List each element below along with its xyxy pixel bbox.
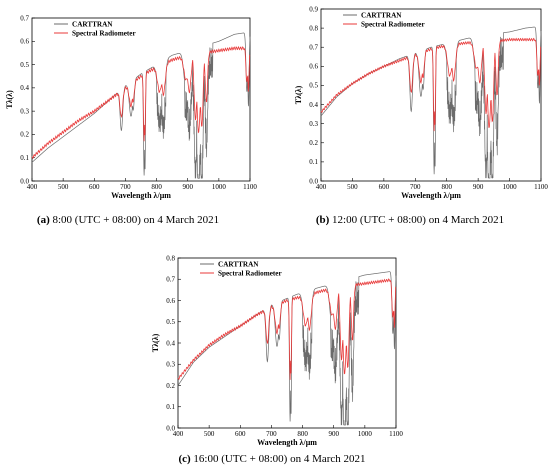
- caption-a: (a) 8:00 (UTC + 08:00) on 4 March 2021: [37, 214, 219, 226]
- y-tick-label: 0.3: [166, 361, 175, 369]
- y-tick-label: 0.1: [166, 403, 175, 411]
- y-tick-label: 0.8: [309, 24, 318, 32]
- legend-label: CARTTRAN: [72, 21, 113, 29]
- caption-b: (b) 12:00 (UTC + 08:00) on 4 March 2021: [316, 214, 504, 226]
- series-line-carttran: [177, 271, 397, 426]
- chart-panel-a: 400 500 600 700 800 900 1000 1100 0.0 0.1 0.2 0.3 0.…: [5, 14, 257, 200]
- x-tick-label: 600: [89, 183, 100, 191]
- y-tick-label: 0.8: [166, 254, 175, 262]
- y-tick-label: 0.3: [309, 120, 318, 128]
- y-axis-label: Tλ(λ): [5, 90, 14, 109]
- x-tick-label: 1100: [243, 183, 257, 191]
- x-tick-label: 800: [297, 430, 308, 438]
- x-tick-label: 400: [316, 183, 327, 191]
- y-tick-label: 0.0: [20, 177, 29, 185]
- series-line-spectral-radiometer: [177, 278, 397, 381]
- y-tick-label: 0.1: [20, 154, 29, 162]
- x-tick-label: 700: [410, 183, 421, 191]
- y-tick-label: 0.6: [20, 38, 29, 46]
- legend-label: Spectral Radiometer: [72, 30, 136, 38]
- x-tick-label: 500: [347, 183, 358, 191]
- x-tick-label: 600: [235, 430, 246, 438]
- y-tick-label: 0.6: [166, 297, 175, 305]
- x-tick-label: 1100: [534, 183, 548, 191]
- y-tick-label: 0.7: [166, 276, 175, 284]
- chart-panel-b: 400 500 600 700 800 900 1000 1100 0.0 0.1 0.2 0.3 0.…: [294, 5, 548, 200]
- y-tick-label: 0.5: [309, 82, 318, 90]
- y-axis-label: Tλ(λ): [151, 333, 160, 352]
- y-tick-label: 0.2: [309, 139, 318, 147]
- legend-label: CARTTRAN: [218, 261, 259, 269]
- y-tick-label: 0.0: [166, 424, 175, 432]
- x-axis-label: Wavelength λ/μm: [401, 191, 461, 200]
- legend-label: CARTTRAN: [361, 12, 402, 20]
- x-tick-label: 900: [328, 430, 339, 438]
- series-line-carttran: [31, 32, 251, 179]
- x-tick-label: 1000: [503, 183, 518, 191]
- x-tick-label: 700: [266, 430, 277, 438]
- x-tick-label: 600: [379, 183, 390, 191]
- y-axis-label: Tλ(λ): [294, 85, 303, 104]
- y-tick-label: 0.4: [166, 339, 175, 347]
- y-tick-label: 0.2: [166, 382, 175, 390]
- y-tick-label: 0.2: [20, 131, 29, 139]
- legend-label: Spectral Radiometer: [361, 21, 425, 29]
- x-axis-label: Wavelength λ/μm: [257, 438, 317, 447]
- y-tick-label: 0.7: [309, 44, 318, 52]
- plot-frame: [31, 17, 251, 182]
- x-tick-label: 500: [58, 183, 69, 191]
- y-tick-label: 0.4: [20, 84, 29, 92]
- series-line-spectral-radiometer: [320, 37, 542, 132]
- x-tick-label: 500: [204, 430, 215, 438]
- x-tick-label: 800: [441, 183, 452, 191]
- y-tick-label: 0.6: [309, 63, 318, 71]
- caption-c: (c) 16:00 (UTC + 08:00) on 4 March 2021: [178, 453, 365, 465]
- y-tick-label: 0.4: [309, 101, 318, 109]
- x-tick-label: 1000: [358, 430, 373, 438]
- y-tick-label: 0.5: [166, 318, 175, 326]
- x-tick-label: 1000: [212, 183, 227, 191]
- plot-frame: [320, 8, 542, 182]
- y-tick-label: 0.5: [20, 61, 29, 69]
- y-tick-label: 0.9: [309, 5, 318, 13]
- x-tick-label: 800: [151, 183, 162, 191]
- x-tick-label: 400: [27, 183, 38, 191]
- x-tick-label: 700: [120, 183, 131, 191]
- chart-panel-c: 400 500 600 700 800 900 1000 1100 0.0 0.1 0.2 0.3 0.…: [151, 254, 403, 447]
- y-tick-label: 0.1: [309, 158, 318, 166]
- y-tick-label: 0.7: [20, 14, 29, 22]
- x-tick-label: 400: [173, 430, 184, 438]
- x-tick-label: 900: [473, 183, 484, 191]
- x-tick-label: 900: [182, 183, 193, 191]
- y-tick-label: 0.0: [309, 177, 318, 185]
- x-tick-label: 1100: [389, 430, 403, 438]
- x-axis-label: Wavelength λ/μm: [111, 191, 171, 200]
- y-tick-label: 0.3: [20, 107, 29, 115]
- series-line-spectral-radiometer: [31, 45, 251, 160]
- legend-label: Spectral Radiometer: [218, 270, 282, 278]
